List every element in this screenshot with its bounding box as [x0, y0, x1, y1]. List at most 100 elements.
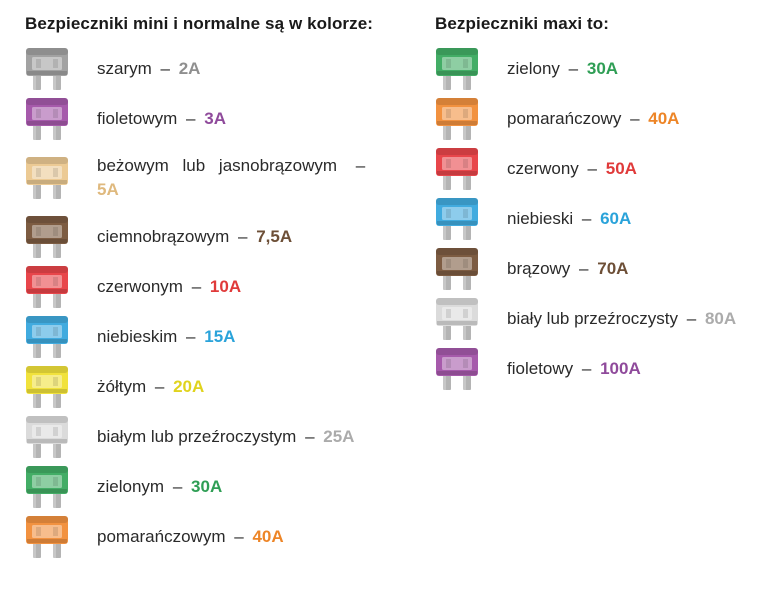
fuse-row-text: czerwonym – 10A	[97, 275, 241, 299]
fuse-amperage: 10A	[209, 277, 242, 297]
fuse-row-text: czerwony – 50A	[507, 157, 637, 181]
fuse-amperage: 100A	[600, 359, 641, 379]
fuse-row-text: niebieskim – 15A	[97, 325, 235, 349]
dash-separator: –	[234, 527, 244, 547]
fuse-row: beżowym lub jasnobrązowym – 5A	[25, 144, 410, 212]
fuse-row-text: beżowym lub jasnobrązowym – 5A	[97, 154, 369, 202]
fuse-color-guide: Bezpieczniki mini i normalne są w kolorz…	[25, 14, 760, 562]
blade-fuse-icon	[25, 96, 69, 142]
fuse-color-name: beżowym lub jasnobrązowym	[97, 156, 338, 176]
fuse-color-name: szarym	[97, 59, 152, 79]
fuse-color-name: pomarańczowym	[97, 527, 226, 547]
fuse-amperage: 40A	[648, 109, 680, 129]
fuse-row-text: żółtym – 20A	[97, 375, 204, 399]
fuse-color-name: zielony	[507, 59, 560, 79]
fuse-row-text: fioletowy – 100A	[507, 357, 641, 381]
blade-fuse-icon	[435, 246, 479, 292]
fuse-color-name: fioletowym	[97, 109, 178, 129]
dash-separator: –	[191, 277, 202, 297]
fuse-row: szarym – 2A	[25, 44, 410, 94]
fuse-color-name: fioletowy	[507, 359, 574, 379]
fuse-amperage: 50A	[605, 159, 637, 179]
fuse-row-text: biały lub przeźroczysty – 80A	[507, 307, 736, 331]
blade-fuse-icon	[25, 364, 69, 410]
fuse-amperage: 40A	[252, 527, 284, 547]
dash-separator: –	[186, 327, 196, 347]
maxi-fuses-title: Bezpieczniki maxi to:	[435, 14, 610, 33]
fuse-row: ciemnobrązowym – 7,5A	[25, 212, 410, 262]
dash-separator: –	[587, 159, 598, 179]
blade-fuse-icon	[435, 196, 479, 242]
blade-fuse-icon	[435, 46, 479, 92]
fuse-row-text: pomarańczowym – 40A	[97, 525, 284, 549]
fuse-row: brązowy – 70A	[435, 244, 760, 294]
fuse-row: niebieski – 60A	[435, 194, 760, 244]
fuse-amperage: 5A	[97, 180, 119, 199]
maxi-fuses-section: Bezpieczniki maxi to: zielony – 30A	[435, 14, 760, 562]
fuse-row: niebieskim – 15A	[25, 312, 410, 362]
dash-separator: –	[305, 427, 315, 447]
fuse-amperage: 60A	[600, 209, 632, 229]
dash-separator: –	[160, 59, 170, 79]
blade-fuse-icon	[435, 146, 479, 192]
fuse-color-name: biały lub przeźroczysty	[507, 309, 679, 329]
blade-fuse-icon	[25, 264, 69, 310]
blade-fuse-icon	[435, 346, 479, 392]
blade-fuse-icon	[435, 96, 479, 142]
mini-fuses-list: szarym – 2A fioletowym –	[25, 44, 410, 562]
blade-fuse-icon	[25, 46, 69, 92]
fuse-row-text: fioletowym – 3A	[97, 107, 226, 131]
fuse-amperage: 80A	[704, 309, 737, 329]
dash-separator: –	[186, 109, 196, 129]
fuse-color-name: białym lub przeźroczystym	[97, 427, 297, 447]
dash-separator: –	[568, 59, 579, 79]
blade-fuse-icon	[25, 514, 69, 560]
fuse-row-text: brązowy – 70A	[507, 257, 628, 281]
blade-fuse-icon	[25, 464, 69, 510]
fuse-row-text: pomarańczowy – 40A	[507, 107, 679, 131]
fuse-amperage: 3A	[204, 109, 226, 129]
fuse-row-text: ciemnobrązowym – 7,5A	[97, 225, 292, 249]
fuse-color-name: ciemnobrązowym	[97, 227, 230, 247]
fuse-row: zielony – 30A	[435, 44, 760, 94]
fuse-color-name: zielonym	[97, 477, 165, 497]
fuse-row: fioletowym – 3A	[25, 94, 410, 144]
blade-fuse-icon	[25, 214, 69, 260]
dash-separator: –	[686, 309, 697, 329]
fuse-row: pomarańczowy – 40A	[435, 94, 760, 144]
fuse-row: żółtym – 20A	[25, 362, 410, 412]
mini-fuses-section: Bezpieczniki mini i normalne są w kolorz…	[25, 14, 410, 562]
fuse-amperage: 2A	[178, 59, 201, 79]
blade-fuse-icon	[25, 314, 69, 360]
dash-separator: –	[581, 209, 592, 229]
fuse-amperage: 70A	[597, 259, 629, 279]
fuse-color-name: pomarańczowy	[507, 109, 622, 129]
fuse-amperage: 30A	[586, 59, 619, 79]
blade-fuse-icon	[25, 414, 69, 460]
fuse-row: biały lub przeźroczysty – 80A	[435, 294, 760, 344]
fuse-amperage: 20A	[173, 377, 205, 397]
fuse-row: pomarańczowym – 40A	[25, 512, 410, 562]
dash-separator: –	[238, 227, 248, 247]
fuse-row: fioletowy – 100A	[435, 344, 760, 394]
fuse-amperage: 25A	[323, 427, 355, 447]
dash-separator: –	[172, 477, 183, 497]
fuse-amperage: 7,5A	[256, 227, 293, 247]
fuse-row-text: niebieski – 60A	[507, 207, 631, 231]
fuse-color-name: niebieski	[507, 209, 574, 229]
fuse-row-text: białym lub przeźroczystym – 25A	[97, 425, 354, 449]
fuse-amperage: 15A	[204, 327, 236, 347]
fuse-color-name: brązowy	[507, 259, 571, 279]
mini-fuses-title: Bezpieczniki mini i normalne są w kolorz…	[25, 14, 374, 33]
fuse-color-name: niebieskim	[97, 327, 178, 347]
fuse-row: czerwonym – 10A	[25, 262, 410, 312]
fuse-row: czerwony – 50A	[435, 144, 760, 194]
fuse-row-text: zielonym – 30A	[97, 475, 222, 499]
dash-separator: –	[579, 259, 589, 279]
blade-fuse-icon	[25, 155, 69, 201]
fuse-color-name: żółtym	[97, 377, 147, 397]
dash-separator: –	[581, 359, 592, 379]
fuse-color-name: czerwonym	[97, 277, 183, 297]
fuse-row: białym lub przeźroczystym – 25A	[25, 412, 410, 462]
dash-separator: –	[630, 109, 640, 129]
